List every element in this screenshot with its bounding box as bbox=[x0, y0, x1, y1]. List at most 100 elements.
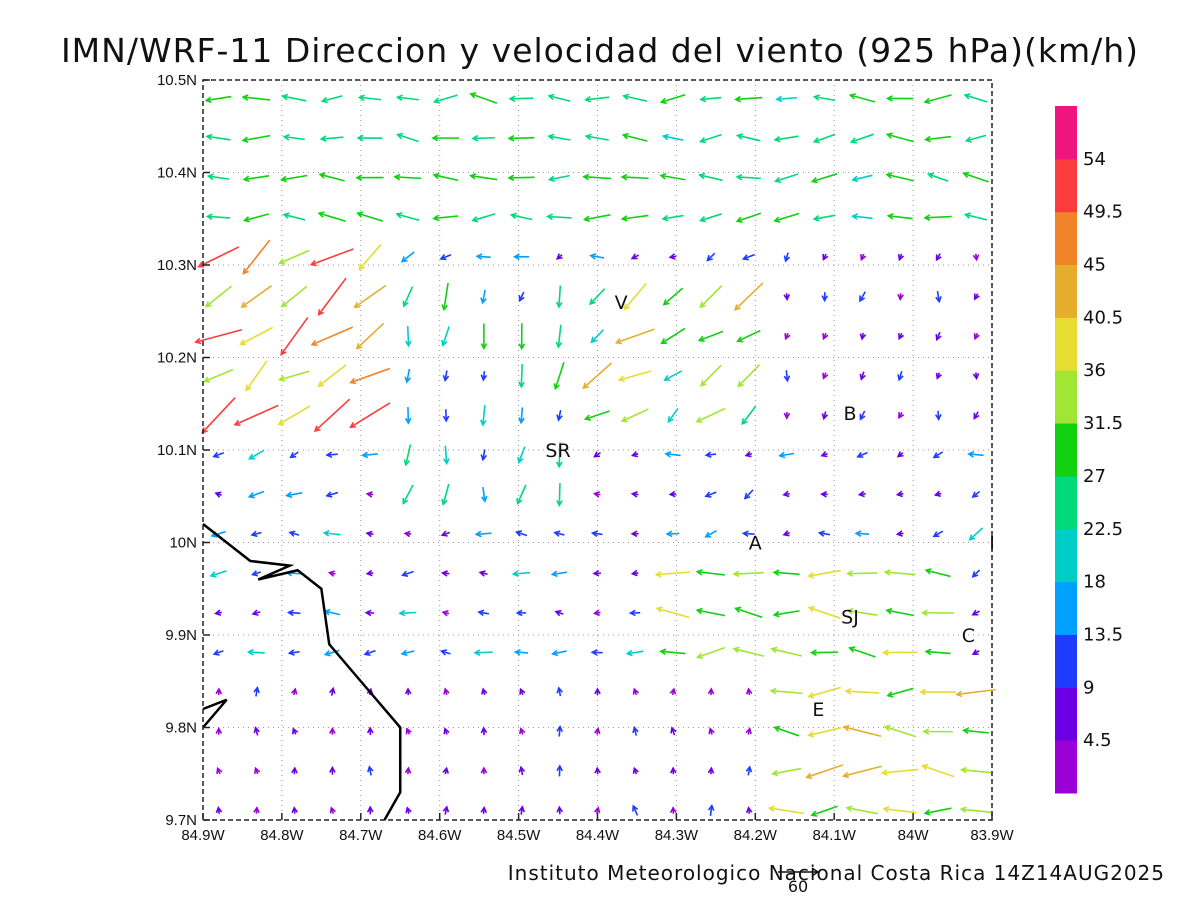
wind-arrow bbox=[630, 253, 639, 260]
wind-arrow-head bbox=[882, 806, 890, 813]
wind-arrow bbox=[212, 451, 225, 459]
wind-arrow-shaft bbox=[481, 405, 486, 426]
wind-arrow bbox=[734, 95, 763, 103]
wind-arrow bbox=[771, 767, 802, 777]
wind-arrow bbox=[698, 172, 723, 182]
colorbar-segment bbox=[1055, 475, 1077, 530]
wind-arrow-head bbox=[582, 215, 591, 223]
wind-arrow-head bbox=[880, 769, 888, 776]
wind-arrow bbox=[291, 806, 298, 814]
wind-arrow bbox=[233, 404, 279, 426]
wind-arrow-shaft bbox=[280, 316, 309, 355]
wind-arrow bbox=[589, 253, 605, 260]
wind-arrow-head bbox=[365, 569, 373, 577]
wind-arrow bbox=[972, 372, 980, 381]
wind-arrow-shaft bbox=[281, 174, 308, 181]
wind-arrow bbox=[821, 292, 829, 303]
wind-arrow-head bbox=[405, 340, 412, 348]
wind-arrow bbox=[614, 328, 655, 345]
chart-title: IMN/WRF-11 Direccion y velocidad del vie… bbox=[61, 31, 1139, 70]
wind-arrow bbox=[923, 807, 952, 816]
wind-arrow-head bbox=[432, 172, 440, 180]
wind-arrow-shaft bbox=[210, 570, 227, 577]
wind-arrow-head bbox=[439, 254, 447, 261]
wind-arrow-head bbox=[885, 607, 893, 615]
wind-arrow-head bbox=[593, 806, 601, 814]
wind-arrow bbox=[880, 768, 919, 776]
wind-arrow-shaft bbox=[699, 174, 723, 182]
wind-arrow-head bbox=[734, 95, 742, 103]
wind-arrow-head bbox=[507, 174, 515, 182]
wind-arrow-head bbox=[365, 530, 373, 538]
wind-arrow-shaft bbox=[632, 805, 639, 816]
wind-arrow bbox=[442, 805, 450, 815]
wind-arrow bbox=[699, 133, 722, 144]
wind-arrow-shaft bbox=[558, 285, 562, 308]
wind-arrow-head bbox=[547, 133, 555, 141]
wind-arrow bbox=[480, 371, 488, 382]
wind-arrow bbox=[555, 253, 563, 260]
wind-arrow-head bbox=[204, 301, 212, 308]
wind-arrow bbox=[291, 766, 298, 775]
wind-arrow-head bbox=[278, 375, 286, 382]
wind-arrow-head bbox=[860, 253, 867, 262]
wind-arrow-head bbox=[214, 609, 222, 616]
wind-arrow bbox=[963, 93, 988, 103]
wind-arrow bbox=[623, 283, 647, 311]
wind-arrow bbox=[732, 570, 764, 578]
wind-arrow bbox=[440, 530, 451, 537]
wind-arrow-shaft bbox=[963, 172, 989, 183]
wind-arrow-shaft bbox=[859, 291, 866, 302]
wind-arrow bbox=[206, 173, 230, 181]
wind-arrow bbox=[439, 253, 452, 261]
wind-arrow-shaft bbox=[737, 364, 761, 387]
wind-arrow bbox=[885, 172, 915, 182]
wind-arrow bbox=[923, 214, 952, 221]
colorbar-segment bbox=[1055, 528, 1077, 583]
wind-arrow bbox=[204, 285, 232, 308]
wind-arrow-head bbox=[778, 451, 786, 459]
wind-arrow bbox=[547, 174, 570, 183]
wind-arrow-shaft bbox=[548, 95, 571, 102]
wind-arrow-shaft bbox=[470, 174, 498, 181]
wind-arrow-shaft bbox=[814, 133, 836, 143]
wind-arrow-head bbox=[402, 497, 409, 505]
wind-arrow-shaft bbox=[776, 96, 797, 101]
wind-arrow bbox=[477, 609, 490, 617]
wind-arrow-head bbox=[519, 687, 526, 695]
wind-arrow-head bbox=[632, 726, 639, 734]
wind-arrow bbox=[805, 764, 844, 780]
wind-arrow-head bbox=[632, 766, 639, 774]
wind-arrow-head bbox=[547, 93, 555, 101]
wind-arrow-head bbox=[735, 173, 743, 181]
wind-arrow-head bbox=[859, 373, 866, 381]
wind-arrow-head bbox=[630, 569, 638, 577]
wind-arrow-head bbox=[898, 412, 905, 420]
wind-arrow-shaft bbox=[278, 405, 311, 425]
wind-arrow bbox=[817, 530, 831, 537]
wind-arrow-head bbox=[250, 570, 259, 577]
wind-arrow-head bbox=[767, 805, 775, 813]
wind-arrow bbox=[593, 726, 601, 735]
wind-arrow-shaft bbox=[585, 410, 610, 420]
wind-arrow bbox=[328, 686, 336, 696]
wind-arrow-shaft bbox=[697, 646, 726, 659]
wind-arrow bbox=[250, 530, 262, 538]
wind-arrow-shaft bbox=[399, 611, 417, 615]
wind-arrow-shaft bbox=[928, 173, 949, 182]
wind-arrow bbox=[699, 95, 722, 103]
wind-arrow bbox=[812, 133, 836, 144]
wind-arrow-head bbox=[593, 451, 601, 458]
wind-arrow bbox=[935, 410, 942, 421]
colorbar-label: 36 bbox=[1083, 360, 1106, 381]
wind-arrow-head bbox=[736, 336, 744, 343]
wind-arrow-head bbox=[898, 333, 905, 341]
wind-arrow-shaft bbox=[661, 93, 686, 104]
wind-arrow bbox=[292, 727, 299, 735]
wind-arrow bbox=[441, 609, 450, 617]
wind-arrow bbox=[278, 249, 310, 265]
wind-arrow-head bbox=[699, 301, 706, 309]
wind-arrow-head bbox=[812, 137, 820, 144]
wind-arrow-head bbox=[205, 133, 213, 141]
wind-arrow-shaft bbox=[558, 442, 561, 467]
